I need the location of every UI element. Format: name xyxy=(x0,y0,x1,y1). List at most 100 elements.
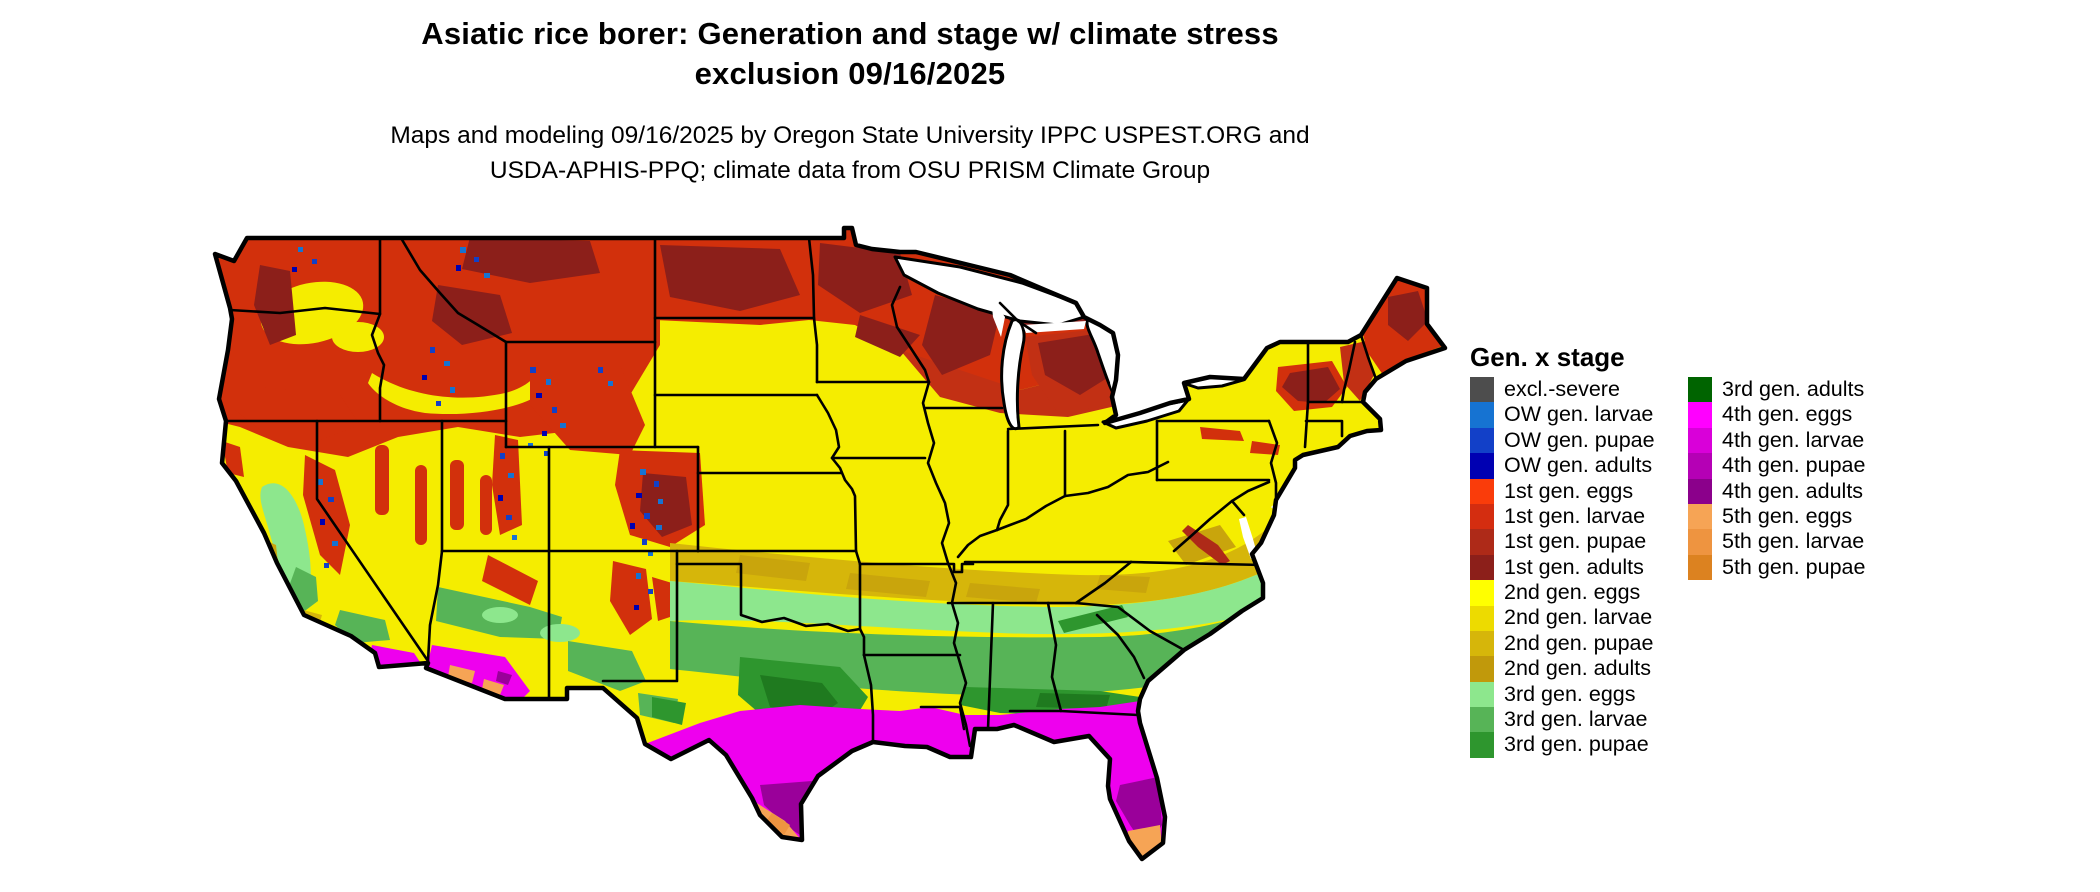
legend-item: 3rd gen. pupae xyxy=(1470,732,1655,758)
region-colorado-core-darkred xyxy=(640,473,692,537)
legend-item-label: 5th gen. pupae xyxy=(1722,554,1866,579)
region-north-dakota-darkred xyxy=(660,245,800,311)
legend-item-label: OW gen. adults xyxy=(1504,453,1653,478)
region-ow-blue-specks xyxy=(292,247,663,610)
legend-color-swatch xyxy=(1470,681,1494,708)
legend-item: OW gen. larvae xyxy=(1470,402,1655,428)
region-nevada-range-red-4 xyxy=(480,475,492,535)
legend-item-label: 3rd gen. larvae xyxy=(1504,707,1648,732)
legend-item: 1st gen. eggs xyxy=(1470,478,1655,504)
legend-color-swatch xyxy=(1470,732,1494,758)
map-credits: Maps and modeling 09/16/2025 by Oregon S… xyxy=(200,118,1500,188)
legend-item: 1st gen. pupae xyxy=(1470,529,1655,555)
region-n-pennsylvania-red-2 xyxy=(1250,441,1280,455)
region-cascades-darkred xyxy=(254,265,296,345)
region-west-texas-darkgreen xyxy=(652,697,686,725)
region-socal-orange xyxy=(392,669,406,678)
legend-color-swatch xyxy=(1470,656,1494,682)
region-mogollon-rim-red xyxy=(482,555,538,605)
legend-item: 4th gen. pupae xyxy=(1688,453,1866,479)
legend-color-swatch xyxy=(1470,402,1494,428)
legend-item-label: 4th gen. eggs xyxy=(1722,402,1853,427)
us-outline xyxy=(212,225,1448,862)
legend-color-swatch xyxy=(1470,503,1494,530)
region-maine-darkred xyxy=(1388,291,1428,341)
legend-item: excl.-severe xyxy=(1470,377,1655,403)
legend-item: OW gen. pupae xyxy=(1470,427,1655,454)
region-keys-orange-2 xyxy=(1146,875,1158,880)
legend-item: 1st gen. larvae xyxy=(1470,503,1655,530)
legend-color-swatch xyxy=(1470,605,1494,631)
region-missouri-darkgold xyxy=(846,573,930,597)
legend-color-swatch xyxy=(1688,503,1712,530)
region-kentucky-darkgold xyxy=(966,583,1040,603)
legend-color-swatch xyxy=(1470,478,1494,504)
us-choropleth-map xyxy=(200,225,1460,885)
legend-color-swatch xyxy=(1688,478,1712,504)
legend-item: 2nd gen. larvae xyxy=(1470,605,1655,631)
region-kansas-darkgold xyxy=(736,555,810,581)
title-line-1: Asiatic rice borer: Generation and stage… xyxy=(421,16,1279,51)
legend-item-label: 4th gen. pupae xyxy=(1722,453,1866,478)
region-az-orange-2 xyxy=(482,679,504,695)
region-se-oregon-red xyxy=(235,385,360,440)
legend-item-label: 1st gen. eggs xyxy=(1504,478,1634,503)
legend: Gen. x stage excl.-severe OW gen. larvae O… xyxy=(1470,342,1865,758)
legend-item-label: 3rd gen. adults xyxy=(1722,376,1865,401)
legend-item-label: 3rd gen. eggs xyxy=(1504,681,1636,706)
legend-item: 5th gen. eggs xyxy=(1688,503,1865,530)
region-n-lower-michigan-darkred xyxy=(1038,333,1112,395)
region-n-minnesota-darkred xyxy=(818,243,912,313)
region-n-pennsylvania-red-1 xyxy=(1200,427,1244,441)
region-tn-valley-darkgreen xyxy=(1058,605,1128,633)
region-az-orange-3 xyxy=(436,683,452,697)
mackinac-strait-shape xyxy=(1023,321,1086,333)
region-keys-orange-3 xyxy=(1162,871,1170,876)
region-n-montana-darkred xyxy=(462,237,600,283)
map-svg xyxy=(212,225,1448,880)
legend-color-swatch xyxy=(1688,453,1712,479)
region-adirondacks-darkred xyxy=(1282,367,1340,403)
legend-item: 3rd gen. larvae xyxy=(1470,707,1655,733)
legend-item-label: 1st gen. pupae xyxy=(1504,529,1647,554)
region-keys-orange-1 xyxy=(1130,871,1140,876)
region-nevada-range-red-1 xyxy=(375,445,389,515)
legend-color-swatch xyxy=(1688,377,1712,403)
legend-item: 2nd gen. eggs xyxy=(1470,580,1655,606)
region-nevada-range-red-2 xyxy=(415,465,427,545)
legend-item-label: OW gen. larvae xyxy=(1504,402,1654,427)
legend-color-swatch xyxy=(1470,453,1494,479)
region-texas-tip-orange xyxy=(766,813,790,835)
page-title: Asiatic rice borer: Generation and stage… xyxy=(200,14,1500,94)
region-nevada-range-red-3 xyxy=(450,460,464,530)
legend-item-label: 2nd gen. larvae xyxy=(1504,605,1653,630)
legend-color-swatch xyxy=(1688,427,1712,454)
legend-item: 5th gen. larvae xyxy=(1688,529,1865,555)
legend-item: 4th gen. eggs xyxy=(1688,402,1865,428)
legend-item: 3rd gen. adults xyxy=(1688,376,1865,403)
legend-color-swatch xyxy=(1470,554,1494,581)
map-region-fills xyxy=(215,228,1445,880)
legend-color-swatch xyxy=(1470,580,1494,606)
legend-item: 2nd gen. pupae xyxy=(1470,630,1655,657)
legend-color-swatch xyxy=(1688,554,1712,581)
legend-item-label: 2nd gen. adults xyxy=(1504,656,1652,681)
legend-item-label: 1st gen. adults xyxy=(1504,554,1644,579)
legend-item-label: 2nd gen. pupae xyxy=(1504,630,1654,655)
legend-color-swatch xyxy=(1470,427,1494,454)
chesapeake-bay-shape xyxy=(1239,517,1258,559)
legend-title: Gen. x stage xyxy=(1470,342,1625,372)
title-line-2: exclusion 09/16/2025 xyxy=(694,56,1006,91)
region-georgia-darkgreen-core xyxy=(1036,693,1110,709)
legend-item: 2nd gen. adults xyxy=(1470,656,1655,682)
legend-item: OW gen. adults xyxy=(1470,453,1655,479)
region-az-purple xyxy=(496,671,512,685)
legend-item-label: 5th gen. eggs xyxy=(1722,503,1853,528)
legend-item: 4th gen. larvae xyxy=(1688,427,1865,454)
green-bay-shape xyxy=(991,297,1005,337)
legend-color-swatch xyxy=(1688,402,1712,428)
credits-line-1: Maps and modeling 09/16/2025 by Oregon S… xyxy=(390,122,1310,149)
region-wasatch-red xyxy=(492,435,522,535)
legend-item-label: 4th gen. larvae xyxy=(1722,427,1865,452)
